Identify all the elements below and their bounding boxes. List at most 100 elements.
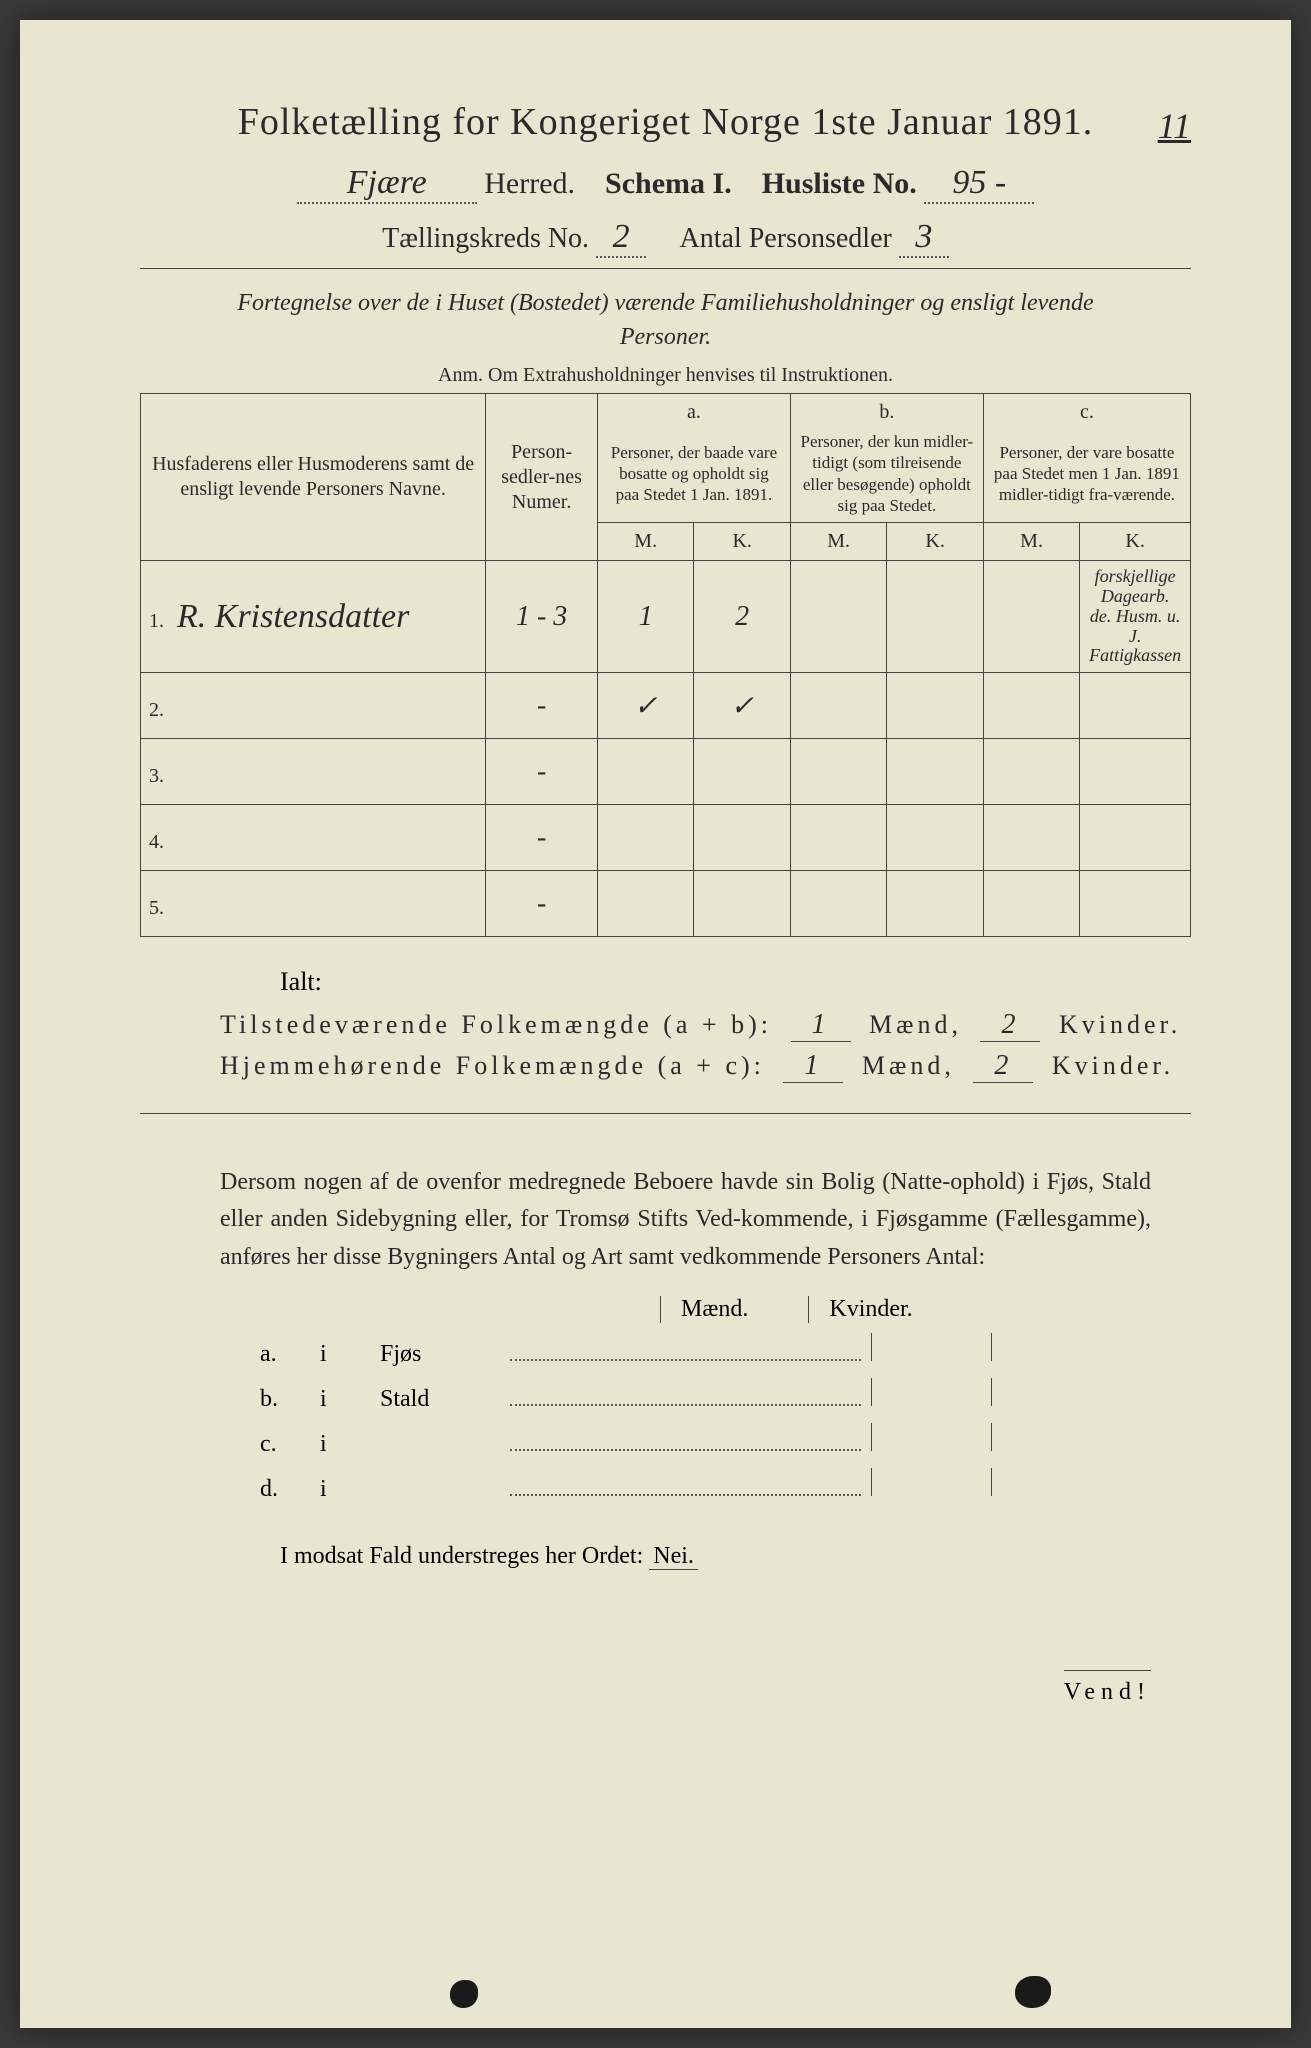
row-a-m: ✓ [597, 673, 693, 739]
bolig-row: c. i [260, 1423, 1111, 1458]
bolig-k-cell [991, 1423, 1111, 1451]
row-name-cell: 4. [141, 805, 486, 871]
bolig-dots [510, 1427, 861, 1451]
row-num-hw: - [537, 690, 546, 721]
th-c-k: K. [1080, 523, 1191, 561]
bolig-k-cell [991, 1333, 1111, 1361]
anm-note: Anm. Om Extrahusholdninger henvises til … [140, 364, 1191, 387]
bolig-head-m: Mænd. [660, 1296, 748, 1323]
herred-label: Herred. [484, 167, 575, 200]
row-c-k: forskjellige Dagearb. de. Husm. u. J. Fa… [1080, 561, 1191, 673]
summary-line-1: Tilstedeværende Folkemængde (a + b): 1 M… [220, 1009, 1191, 1042]
th-a-k: K. [694, 523, 790, 561]
bolig-m-cell [871, 1333, 991, 1361]
row-a-k [694, 871, 790, 937]
th-b: Personer, der kun midler-tidigt (som til… [790, 425, 983, 523]
top-right-number: 11 [1158, 105, 1191, 147]
antal-value: 3 [899, 218, 949, 258]
row-a-m: 1 [597, 561, 693, 673]
th-b-top: b. [790, 394, 983, 426]
divider [140, 268, 1191, 269]
row-a-k [694, 805, 790, 871]
divider-2 [140, 1113, 1191, 1114]
row-number: 3. [149, 765, 164, 787]
row-c-m [983, 673, 1079, 739]
bolig-a: c. [260, 1431, 320, 1458]
modsat-text: I modsat Fald understreges her Ordet: [280, 1543, 643, 1569]
row-name-cell: 5. [141, 871, 486, 937]
page-title: Folketælling for Kongeriget Norge 1ste J… [140, 100, 1191, 144]
bolig-b: i [320, 1431, 380, 1458]
vend-label: Vend! [1064, 1670, 1151, 1706]
row-b-k [887, 561, 983, 673]
kreds-label: Tællingskreds No. [382, 223, 589, 254]
section-intro: Fortegnelse over de i Huset (Bostedet) v… [200, 287, 1131, 354]
row-b-m [790, 739, 886, 805]
row-b-k [887, 739, 983, 805]
table-row: 4. - [141, 805, 1191, 871]
bolig-a: a. [260, 1341, 320, 1368]
th-name-text: Husfaderens eller Husmoderens samt de en… [152, 453, 474, 500]
th-b-m: M. [790, 523, 886, 561]
row-number: 1. [149, 610, 164, 632]
header-line-3: Tællingskreds No. 2 Antal Personsedler 3 [140, 218, 1191, 258]
antal-label: Antal Personsedler [680, 223, 892, 254]
bolig-dots [510, 1337, 861, 1361]
census-page: 11 Folketælling for Kongeriget Norge 1st… [20, 20, 1291, 2028]
bolig-row: d. i [260, 1468, 1111, 1503]
th-b-k: K. [887, 523, 983, 561]
sum1-label: Tilstedeværende Folkemængde (a + b): [220, 1010, 772, 1039]
row-b-m [790, 871, 886, 937]
row-number: 4. [149, 831, 164, 853]
bolig-b: i [320, 1386, 380, 1413]
bolig-head-k: Kvinder. [808, 1296, 912, 1323]
row-c-m [983, 739, 1079, 805]
table-row: 2. - ✓ ✓ [141, 673, 1191, 739]
th-a-m: M. [597, 523, 693, 561]
row-a-k [694, 739, 790, 805]
row-a-k: 2 [694, 561, 790, 673]
kvinder-label-2: Kvinder. [1052, 1051, 1174, 1080]
summary-line-2: Hjemmehørende Folkemængde (a + c): 1 Mæn… [220, 1050, 1191, 1083]
row-num-cell: - [486, 805, 598, 871]
row-b-k [887, 805, 983, 871]
bolig-dots [510, 1382, 861, 1406]
bolig-dots [510, 1472, 861, 1496]
row-num-hw: - [537, 756, 546, 787]
ink-spot-2 [1015, 1976, 1051, 2008]
bolig-m-cell [871, 1378, 991, 1406]
sum2-k: 2 [973, 1050, 1033, 1083]
th-c-top: c. [983, 394, 1190, 426]
row-num-hw: - [537, 888, 546, 919]
kreds-value: 2 [596, 218, 646, 258]
th-num: Person-sedler-nes Numer. [486, 394, 598, 561]
bolig-paragraph: Dersom nogen af de ovenfor medregnede Be… [220, 1164, 1151, 1276]
row-a-m [597, 871, 693, 937]
row-num-cell: 1 - 3 [486, 561, 598, 673]
row-c-m [983, 805, 1079, 871]
th-c-m: M. [983, 523, 1079, 561]
row-name-cell: 1. R. Kristensdatter [141, 561, 486, 673]
sum2-label: Hjemmehørende Folkemængde (a + c): [220, 1051, 765, 1080]
row-num-cell: - [486, 673, 598, 739]
sum1-m: 1 [791, 1009, 851, 1042]
header-line-2: Fjære Herred. Schema I. Husliste No. 95 … [140, 164, 1191, 204]
table-row: 3. - [141, 739, 1191, 805]
th-name: Husfaderens eller Husmoderens samt de en… [141, 394, 486, 561]
row-a-m [597, 805, 693, 871]
bolig-k-cell [991, 1378, 1111, 1406]
row-b-m [790, 805, 886, 871]
row-num-cell: - [486, 739, 598, 805]
nei-word: Nei. [649, 1543, 698, 1570]
row-a-k: ✓ [694, 673, 790, 739]
bolig-header: Mænd. Kvinder. [660, 1296, 1191, 1323]
modsat-line: I modsat Fald understreges her Ordet: Ne… [280, 1543, 1191, 1570]
th-a: Personer, der baade vare bosatte og opho… [597, 425, 790, 523]
margin-note: forskjellige Dagearb. de. Husm. u. J. Fa… [1088, 567, 1182, 666]
table-row: 5. - [141, 871, 1191, 937]
bolig-m-cell [871, 1423, 991, 1451]
kvinder-label: Kvinder. [1059, 1010, 1181, 1039]
ink-spot [450, 1980, 478, 2008]
table-row: 1. R. Kristensdatter 1 - 3 1 2 forskjell… [141, 561, 1191, 673]
th-c: Personer, der vare bosatte paa Stedet me… [983, 425, 1190, 523]
